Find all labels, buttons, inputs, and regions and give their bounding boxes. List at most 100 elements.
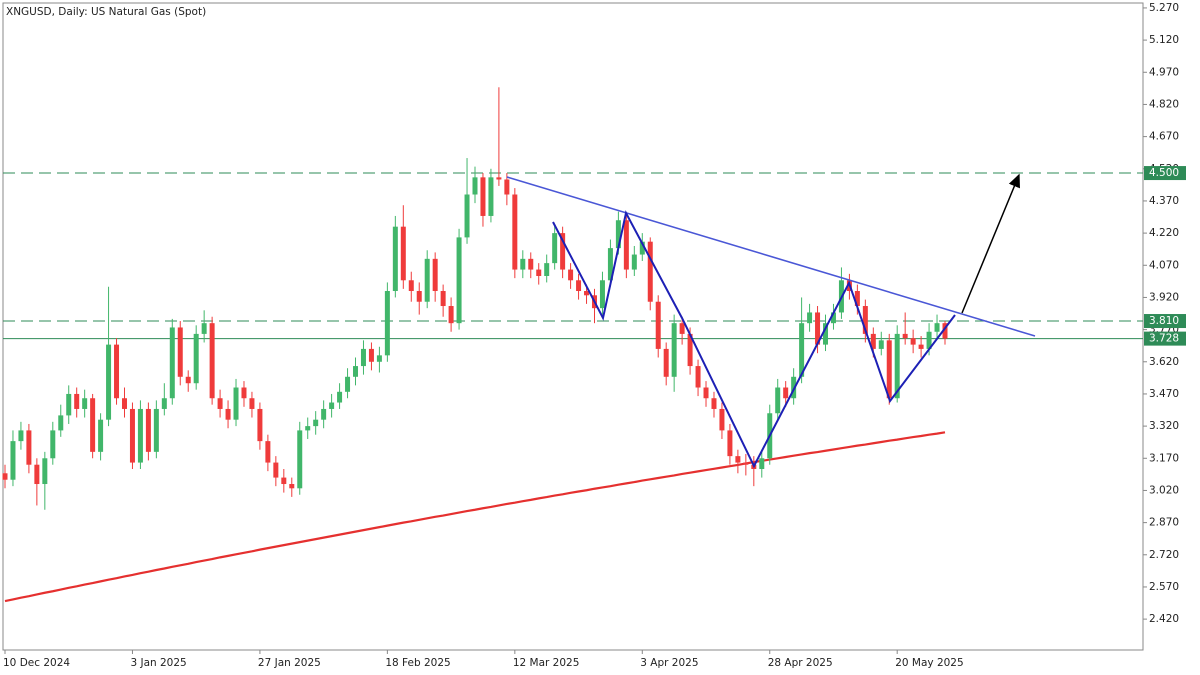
y-tick-label: 3.620 [1149, 356, 1179, 368]
candle-body [727, 430, 733, 457]
candle-body [297, 430, 303, 489]
plot-frame [2, 2, 1144, 651]
trendline [506, 176, 1036, 337]
candle-body [472, 177, 478, 195]
labels: 5.2705.1204.9704.8204.6704.5204.3704.220… [3, 2, 1186, 669]
candle-body [42, 458, 48, 485]
x-tick-label: 3 Apr 2025 [640, 657, 698, 669]
candle-body [552, 233, 558, 264]
candle-body [305, 426, 311, 431]
candle-body [663, 348, 669, 377]
candle-body [783, 387, 789, 399]
candle-body [225, 408, 231, 420]
candle-body [775, 387, 781, 414]
candle-body [576, 280, 582, 292]
candle-body [114, 344, 120, 399]
candle-body [408, 280, 414, 292]
current-price-label: 3.728 [1149, 333, 1179, 345]
candle-body [121, 398, 127, 409]
candle-body [599, 280, 605, 309]
candle-body [743, 462, 749, 465]
candle-body [886, 340, 892, 399]
candle-body [735, 456, 741, 463]
candle-body [878, 340, 884, 349]
candle-body [687, 333, 693, 367]
candle-body [58, 415, 64, 431]
y-tick-label: 2.570 [1149, 581, 1179, 593]
candle-body [329, 402, 335, 409]
zigzag-pattern [552, 210, 956, 469]
y-tick-label: 5.120 [1149, 34, 1179, 46]
candle-body [185, 376, 191, 384]
candle-body [345, 376, 351, 392]
candle-body [376, 355, 382, 362]
candle-body [360, 348, 366, 367]
candle-body [265, 441, 271, 463]
candle-body [536, 269, 542, 276]
projection-arrow [961, 173, 1020, 314]
candle-body [281, 477, 287, 485]
y-tick-label: 4.370 [1149, 195, 1179, 207]
candle-body [655, 301, 661, 349]
candle-body [807, 312, 813, 324]
candle-body [145, 408, 151, 452]
candle-body [432, 258, 438, 292]
candle-body [26, 430, 32, 465]
candle-body [233, 387, 239, 420]
candle-body [631, 254, 637, 270]
candle-body [50, 430, 56, 459]
candle-body [934, 323, 940, 332]
candle-body [448, 306, 454, 324]
candle-body [544, 263, 550, 276]
candle-body [241, 387, 247, 399]
moving-average [4, 431, 946, 603]
y-tick-label: 3.170 [1149, 452, 1179, 464]
candle-body [18, 430, 24, 442]
candle-body [456, 237, 462, 324]
candle-body [217, 398, 223, 409]
candle-body [504, 179, 510, 195]
x-tick-label: 10 Dec 2024 [3, 657, 70, 669]
candle-body [647, 241, 653, 302]
candle-body [161, 398, 167, 409]
candle-body [815, 312, 821, 345]
candle-body [520, 258, 526, 270]
candle-body [368, 348, 374, 362]
candle-body [34, 464, 40, 485]
candle-body [799, 323, 805, 377]
candle-body [711, 398, 717, 409]
candle-body [440, 291, 446, 307]
candle-body [424, 258, 430, 302]
candle-body [201, 323, 207, 334]
y-tick-label: 5.270 [1149, 2, 1179, 14]
x-tick-label: 12 Mar 2025 [513, 657, 580, 669]
candle-body [2, 473, 8, 480]
level-label: 4.500 [1149, 167, 1179, 179]
candle-body [719, 408, 725, 431]
x-tick-label: 28 Apr 2025 [768, 657, 833, 669]
candle-body [512, 194, 518, 270]
candle-body [169, 327, 175, 399]
annotations [506, 173, 1036, 469]
candle-body [759, 458, 765, 470]
y-tick-label: 4.220 [1149, 227, 1179, 239]
candle-body [639, 241, 645, 255]
candle-body [695, 366, 701, 388]
candle-body [560, 233, 566, 270]
y-tick-label: 3.470 [1149, 388, 1179, 400]
candle-body [607, 248, 613, 281]
y-tick-label: 3.920 [1149, 291, 1179, 303]
y-tick-label: 3.320 [1149, 420, 1179, 432]
candle-body [106, 344, 112, 420]
candle-body [894, 333, 900, 399]
candle-body [862, 306, 868, 334]
candle-body [273, 462, 279, 478]
candle-body [568, 269, 574, 281]
candle-body [623, 220, 629, 270]
y-tick-label: 4.670 [1149, 131, 1179, 143]
candle-body [703, 387, 709, 399]
candle-body [82, 398, 88, 409]
candle-body [137, 408, 143, 463]
y-tick-label: 4.070 [1149, 259, 1179, 271]
